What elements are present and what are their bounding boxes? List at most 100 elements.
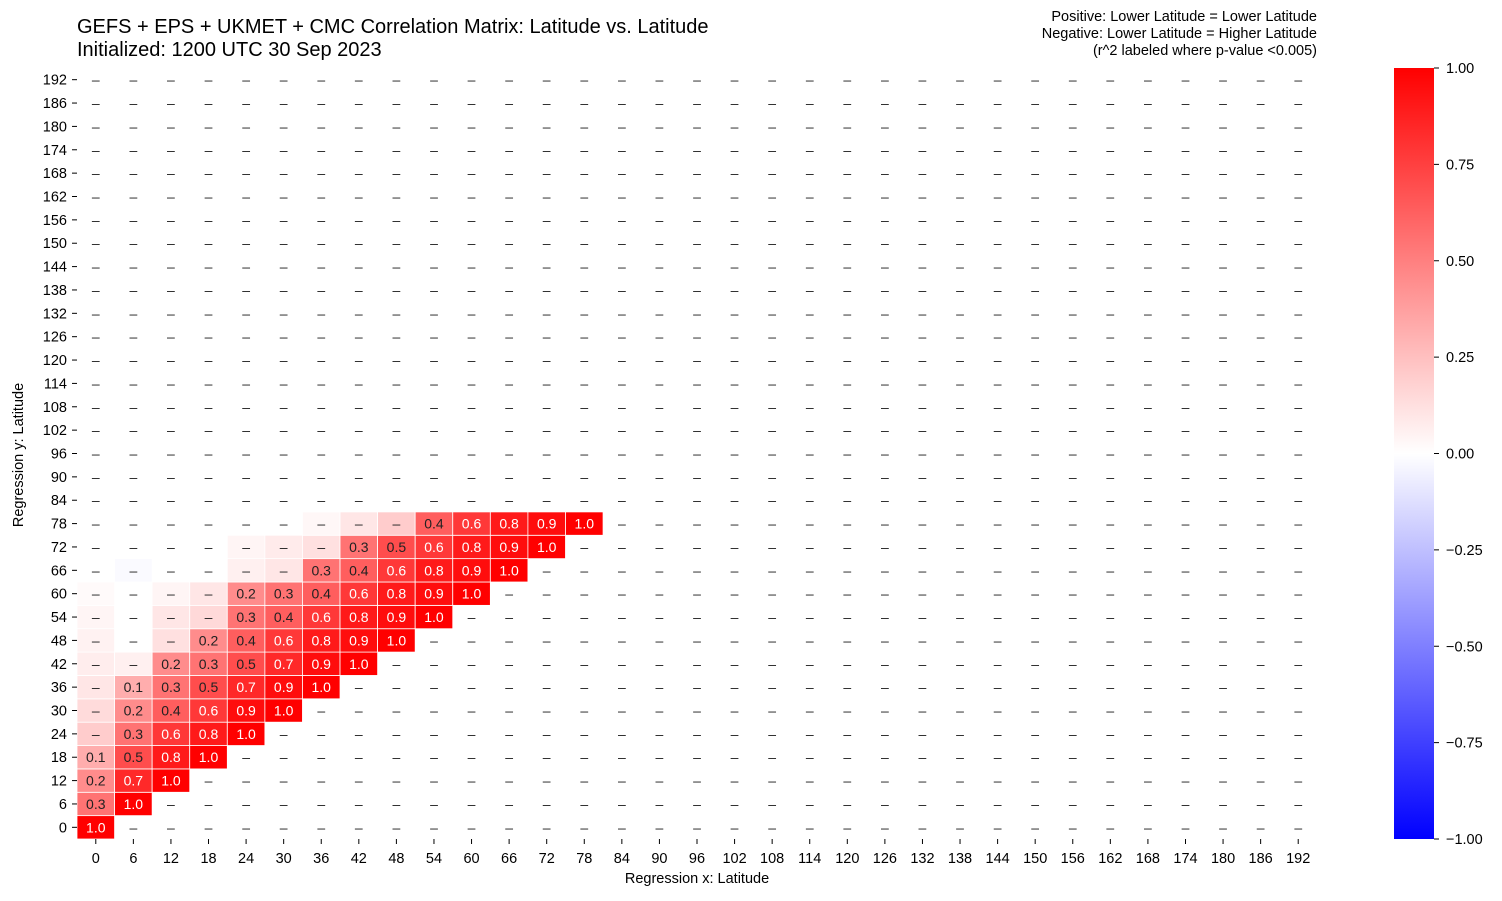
missing-value-label: – bbox=[430, 212, 438, 228]
missing-value-label: – bbox=[1294, 516, 1302, 532]
x-tick-label: 120 bbox=[835, 851, 859, 867]
y-tick-label: 138 bbox=[43, 283, 67, 299]
missing-value-label: – bbox=[317, 773, 325, 789]
missing-value-label: – bbox=[994, 796, 1002, 812]
missing-value-label: – bbox=[1182, 329, 1190, 345]
missing-value-label: – bbox=[618, 259, 626, 275]
missing-value-label: – bbox=[1219, 679, 1227, 695]
missing-value-label: – bbox=[430, 329, 438, 345]
missing-value-label: – bbox=[768, 189, 776, 205]
cell-value-label: 0.9 bbox=[236, 703, 256, 719]
missing-value-label: – bbox=[543, 749, 551, 765]
missing-value-label: – bbox=[129, 375, 137, 391]
missing-value-label: – bbox=[1106, 259, 1114, 275]
missing-value-label: – bbox=[843, 726, 851, 742]
missing-value-label: – bbox=[731, 492, 739, 508]
y-tick-label: 186 bbox=[43, 96, 67, 112]
missing-value-label: – bbox=[505, 726, 513, 742]
missing-value-label: – bbox=[1294, 235, 1302, 251]
missing-value-label: – bbox=[580, 422, 588, 438]
missing-value-label: – bbox=[881, 399, 889, 415]
missing-value-label: – bbox=[242, 212, 250, 228]
missing-value-label: – bbox=[994, 492, 1002, 508]
missing-value-label: – bbox=[129, 189, 137, 205]
missing-value-label: – bbox=[92, 469, 100, 485]
missing-value-label: – bbox=[317, 259, 325, 275]
missing-value-label: – bbox=[1106, 212, 1114, 228]
missing-value-label: – bbox=[693, 235, 701, 251]
missing-value-label: – bbox=[731, 235, 739, 251]
missing-value-label: – bbox=[392, 375, 400, 391]
missing-value-label: – bbox=[1257, 422, 1265, 438]
missing-value-label: – bbox=[468, 749, 476, 765]
missing-value-label: – bbox=[430, 656, 438, 672]
missing-value-label: – bbox=[768, 516, 776, 532]
missing-value-label: – bbox=[392, 446, 400, 462]
missing-value-label: – bbox=[806, 118, 814, 134]
missing-value-label: – bbox=[1182, 189, 1190, 205]
missing-value-label: – bbox=[919, 726, 927, 742]
missing-value-label: – bbox=[919, 95, 927, 111]
missing-value-label: – bbox=[580, 819, 588, 835]
cell-value-label: 1.0 bbox=[462, 586, 482, 602]
x-tick-label: 30 bbox=[276, 851, 292, 867]
cell-value-label: 0.7 bbox=[124, 773, 144, 789]
missing-value-label: – bbox=[129, 142, 137, 158]
cell-value-label: 1.0 bbox=[312, 679, 332, 695]
missing-value-label: – bbox=[1144, 796, 1152, 812]
missing-value-label: – bbox=[392, 399, 400, 415]
missing-value-label: – bbox=[1031, 492, 1039, 508]
missing-value-label: – bbox=[618, 305, 626, 321]
cell-value-label: 0.3 bbox=[199, 656, 219, 672]
missing-value-label: – bbox=[881, 796, 889, 812]
missing-value-label: – bbox=[768, 399, 776, 415]
missing-value-label: – bbox=[242, 352, 250, 368]
colorbar-tick-label: 0.25 bbox=[1446, 350, 1474, 366]
missing-value-label: – bbox=[92, 609, 100, 625]
missing-value-label: – bbox=[129, 632, 137, 648]
missing-value-label: – bbox=[1069, 446, 1077, 462]
missing-value-label: – bbox=[956, 399, 964, 415]
missing-value-label: – bbox=[919, 446, 927, 462]
y-tick-label: 150 bbox=[43, 236, 67, 252]
missing-value-label: – bbox=[580, 749, 588, 765]
missing-value-label: – bbox=[392, 259, 400, 275]
missing-value-label: – bbox=[1031, 679, 1039, 695]
missing-value-label: – bbox=[1294, 305, 1302, 321]
missing-value-label: – bbox=[843, 539, 851, 555]
missing-value-label: – bbox=[580, 118, 588, 134]
missing-value-label: – bbox=[205, 118, 213, 134]
missing-value-label: – bbox=[994, 305, 1002, 321]
missing-value-label: – bbox=[317, 118, 325, 134]
y-tick-label: 54 bbox=[51, 610, 67, 626]
cell-value-label: 0.9 bbox=[462, 562, 482, 578]
missing-value-label: – bbox=[618, 282, 626, 298]
colorbar-tick-label: 0.50 bbox=[1446, 254, 1474, 270]
missing-value-label: – bbox=[656, 726, 664, 742]
missing-value-label: – bbox=[1069, 586, 1077, 602]
missing-value-label: – bbox=[205, 562, 213, 578]
missing-value-label: – bbox=[129, 446, 137, 462]
missing-value-label: – bbox=[1257, 796, 1265, 812]
missing-value-label: – bbox=[205, 95, 213, 111]
colorbar-tick-label: 0.00 bbox=[1446, 447, 1474, 463]
missing-value-label: – bbox=[1031, 446, 1039, 462]
missing-value-label: – bbox=[1219, 656, 1227, 672]
missing-value-label: – bbox=[881, 632, 889, 648]
missing-value-label: – bbox=[1219, 352, 1227, 368]
missing-value-label: – bbox=[881, 469, 889, 485]
missing-value-label: – bbox=[505, 165, 513, 181]
missing-value-label: – bbox=[843, 399, 851, 415]
missing-value-label: – bbox=[1182, 516, 1190, 532]
missing-value-label: – bbox=[167, 189, 175, 205]
missing-value-label: – bbox=[1257, 773, 1265, 789]
missing-value-label: – bbox=[92, 305, 100, 321]
missing-value-label: – bbox=[1031, 305, 1039, 321]
missing-value-label: – bbox=[919, 796, 927, 812]
missing-value-label: – bbox=[731, 72, 739, 88]
missing-value-label: – bbox=[1182, 679, 1190, 695]
missing-value-label: – bbox=[843, 562, 851, 578]
x-tick-label: 132 bbox=[910, 851, 934, 867]
missing-value-label: – bbox=[656, 95, 664, 111]
missing-value-label: – bbox=[1069, 749, 1077, 765]
